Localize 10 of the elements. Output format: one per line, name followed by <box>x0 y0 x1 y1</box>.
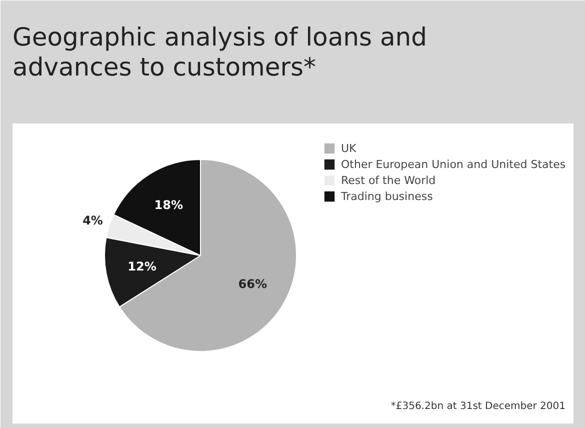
data-label: 18% <box>154 198 183 212</box>
data-label: 66% <box>238 277 268 292</box>
legend-label: UK <box>341 142 358 154</box>
text: *£356.2bn at 31st December 2001 <box>390 401 566 412</box>
data-label: 4% <box>82 213 103 228</box>
legend-label: Other European Union and United States <box>341 158 566 170</box>
legend-label: Rest of the World <box>341 174 437 186</box>
legend-label: Trading business <box>341 190 434 202</box>
data-label: 12% <box>128 260 156 274</box>
chart-title: Geographic analysis of loans and advances to customers* <box>12 22 427 82</box>
